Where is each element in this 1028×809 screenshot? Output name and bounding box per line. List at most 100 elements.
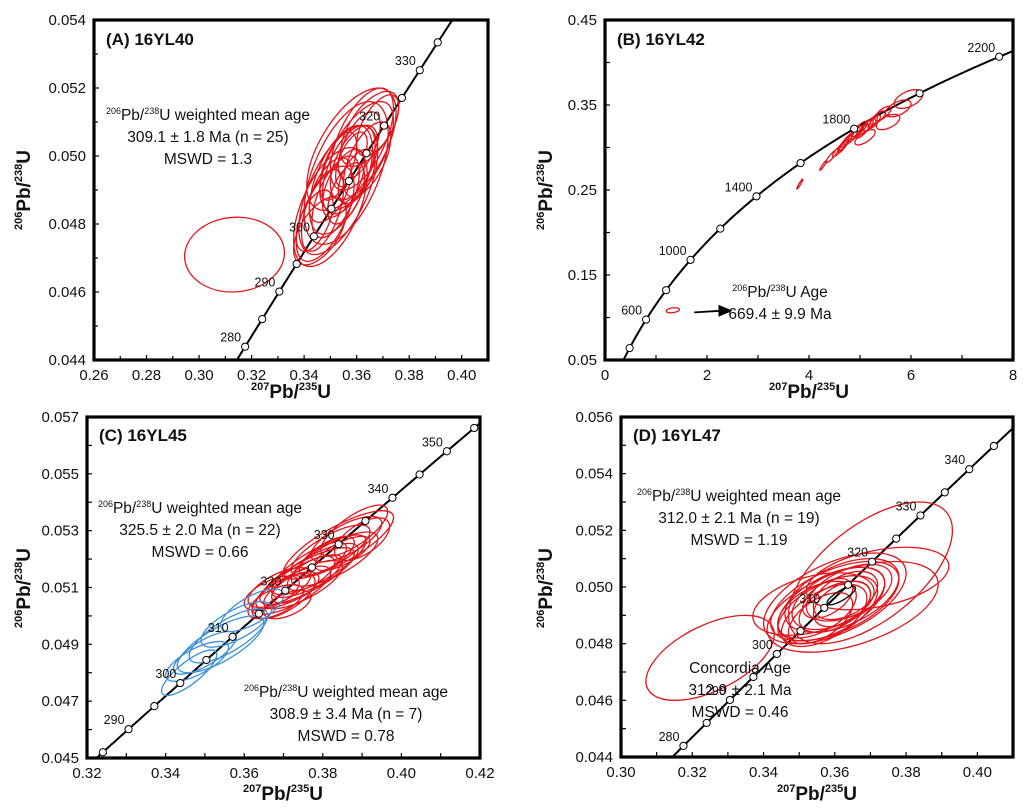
- age-marker: [916, 511, 925, 520]
- y-axis-title: 206Pb/238U: [535, 548, 557, 628]
- text: U: [536, 548, 557, 562]
- age-label: 1400: [725, 180, 753, 194]
- text: Pb/: [269, 382, 299, 403]
- y-axis-title: 206Pb/238U: [13, 150, 35, 230]
- text: Concordia Age: [689, 660, 791, 677]
- age-marker: [844, 580, 853, 589]
- error-ellipse: [161, 649, 218, 697]
- error-ellipse: [875, 113, 901, 131]
- age-annotation: 206Pb/238U weighted mean age 312.0 ± 2.1 …: [637, 487, 841, 549]
- error-ellipse: [290, 531, 379, 587]
- age-label: 290: [104, 713, 125, 727]
- panel-c: 290 300 310 320 330 340 350 0.32 0.34 0.36 0.38 0.4…: [13, 409, 495, 805]
- y-axis-title: 206Pb/238U: [535, 150, 557, 230]
- age-annotation: 206Pb/238U Age 669.4 ± 9.9 Ma: [728, 283, 832, 323]
- x-tick-label: 0.34: [290, 367, 319, 384]
- age-marker: [716, 224, 725, 233]
- plot-area: 280 290 300 320 330: [183, 20, 454, 360]
- panel-b: 600 1000 1400 1800 2200 0 2 4 6 8 0.05 0.15 0.25 0.35…: [535, 12, 1017, 403]
- superscript: 235: [291, 783, 309, 795]
- age-marker: [820, 603, 829, 612]
- age-label: 330: [896, 499, 917, 513]
- age-marker: [397, 93, 407, 103]
- x-tick-label: 0.40: [387, 765, 416, 782]
- text: U weighted mean age: [690, 488, 841, 505]
- superscript: 206: [535, 212, 547, 230]
- age-label: 2200: [967, 41, 995, 55]
- x-tick-label: 0.34: [749, 764, 778, 781]
- x-tick-label: 2: [703, 367, 711, 384]
- superscript: 206: [244, 683, 259, 693]
- age-label: 330: [314, 528, 335, 542]
- age-marker: [662, 286, 671, 295]
- panel-title: (A) 16YL40: [106, 30, 194, 49]
- y-tick-label: 0.052: [48, 80, 86, 97]
- y-tick-label: 0.15: [568, 267, 597, 284]
- concordia-curve: [235, 20, 454, 360]
- x-tick-label: 4: [805, 367, 813, 384]
- ellipse-series-1: [826, 585, 857, 606]
- age-label: 300: [752, 638, 773, 652]
- age-label: 600: [621, 304, 642, 318]
- panel-a: 280 290 300 320 330 0.26 0.28 0.30 0.32 0.34 0.36 0…: [13, 12, 490, 403]
- error-ellipse: [319, 131, 358, 201]
- text: Pb/: [536, 579, 557, 609]
- y-tick-label: 0.044: [575, 749, 613, 766]
- age-annotation-2: 206Pb/238U weighted mean age 308.9 ± 3.4 …: [244, 683, 448, 745]
- error-ellipse: [796, 178, 804, 190]
- plot-frame: [92, 18, 490, 362]
- y-tick-label: 0.057: [41, 409, 79, 426]
- x-tick-label: 0.30: [606, 764, 635, 781]
- text: U: [317, 382, 331, 403]
- y-tick-label: 0.054: [575, 466, 613, 483]
- superscript: 238: [535, 562, 547, 580]
- age-marker: [361, 516, 370, 526]
- y-tick-label: 0.049: [41, 636, 79, 653]
- text: Pb/: [652, 488, 676, 505]
- text: Pb/: [536, 181, 557, 211]
- error-ellipse: [356, 94, 400, 157]
- age-annotation-line2: 309.1 ± 1.8 Ma (n = 25): [127, 129, 288, 146]
- x-tick-label: 0.26: [79, 367, 108, 384]
- concordia-age-ellipse: [826, 585, 857, 606]
- age-marker: [307, 563, 317, 572]
- age-annotation-2-line2: 308.9 ± 3.4 Ma (n = 7): [270, 706, 423, 723]
- superscript: 238: [144, 106, 159, 116]
- age-label: 320: [847, 546, 868, 560]
- error-ellipse: [243, 575, 300, 611]
- age-marker: [415, 470, 424, 479]
- superscript: 238: [771, 283, 786, 293]
- text: U: [14, 150, 35, 164]
- superscript: 206: [535, 610, 547, 628]
- age-marker: [940, 488, 949, 497]
- superscript: 235: [817, 381, 835, 393]
- age-annotation-line2: 312.0 ± 2.1 Ma (n = 19): [658, 510, 819, 527]
- error-ellipse: [780, 583, 868, 648]
- x-tick-label: 0.32: [678, 764, 707, 781]
- age-marker: [796, 158, 805, 168]
- ellipse-series-0: [665, 89, 924, 314]
- age-annotation-2-line3: MSWD = 0.46: [692, 704, 789, 721]
- age-annotation: 206Pb/238U weighted mean age 309.1 ± 1.8 …: [106, 106, 310, 168]
- x-tick-label: 0.28: [132, 367, 161, 384]
- y-tick-label: 0.052: [575, 522, 613, 539]
- superscript: 238: [13, 164, 25, 182]
- x-axis-title: 207Pb/235U: [243, 783, 323, 805]
- x-tick-label: 0.32: [237, 367, 266, 384]
- age-marker: [334, 540, 343, 549]
- age-marker: [202, 655, 211, 665]
- age-annotation-line2: 325.5 ± 2.0 Ma (n = 22): [119, 522, 280, 539]
- age-marker: [470, 423, 479, 433]
- age-marker: [380, 121, 389, 130]
- text: U: [309, 784, 323, 805]
- age-marker: [362, 149, 371, 158]
- error-ellipse: [271, 571, 320, 604]
- y-tick-label: 0.053: [41, 523, 79, 540]
- text: Pb/: [259, 684, 283, 701]
- x-axis-title: 207Pb/235U: [769, 381, 849, 403]
- x-tick-label: 0.36: [820, 764, 849, 781]
- superscript: 207: [243, 783, 261, 795]
- y-tick-label: 0.050: [575, 579, 613, 596]
- age-annotation-line2: 669.4 ± 9.9 Ma: [728, 306, 832, 323]
- age-marker: [309, 232, 319, 241]
